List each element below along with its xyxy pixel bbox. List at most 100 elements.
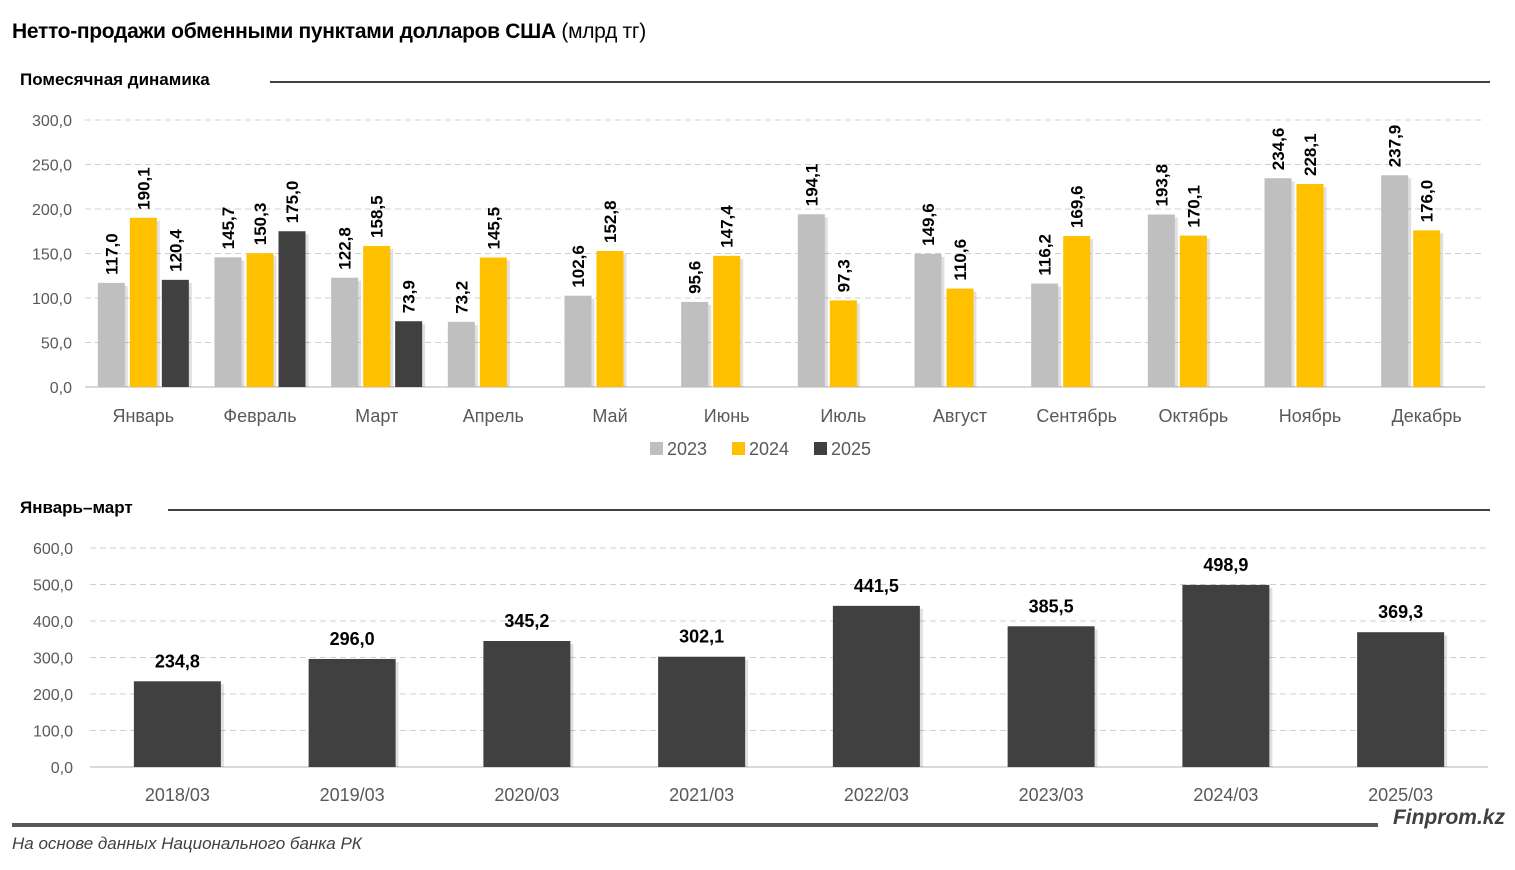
x-tick-label: Январь xyxy=(112,406,174,426)
y-tick-label: 50,0 xyxy=(41,336,72,353)
x-tick-label: Сентябрь xyxy=(1036,406,1117,426)
footer-divider xyxy=(12,823,1378,827)
legend-label-2023: 2023 xyxy=(667,439,707,459)
chart-title-unit: (млрд тг) xyxy=(561,20,646,43)
q1-bar-chart: 0,0 100,0 200,0 300,0 400,0 500,0 600,0 234,8 20… xyxy=(33,541,1488,805)
data-label: 190,1 xyxy=(134,167,153,210)
bar-2023 xyxy=(1031,283,1059,387)
data-label: 145,5 xyxy=(484,207,503,250)
bar-2023 xyxy=(447,321,475,387)
x-tick-label: Август xyxy=(933,406,987,426)
data-label: 296,0 xyxy=(330,629,375,649)
data-label: 150,3 xyxy=(251,203,270,246)
data-label: 117,0 xyxy=(102,233,121,275)
bar-2024 xyxy=(713,255,741,387)
legend-swatch-2024 xyxy=(732,442,745,455)
bar xyxy=(658,656,746,767)
bar-2023 xyxy=(97,282,125,387)
y-tick-label: 300,0 xyxy=(32,113,72,130)
bar-2024 xyxy=(946,288,974,387)
y-tick-label: 200,0 xyxy=(32,202,72,219)
x-tick-label: 2018/03 xyxy=(145,785,210,805)
data-label: 441,5 xyxy=(854,576,899,596)
data-label: 385,5 xyxy=(1029,596,1074,616)
legend-label-2025: 2025 xyxy=(831,439,871,459)
data-label: 302,1 xyxy=(679,627,724,647)
data-label: 149,6 xyxy=(919,203,938,246)
y-tick-label: 0,0 xyxy=(50,380,72,397)
x-tick-label: Июнь xyxy=(704,406,750,426)
x-tick-label: 2023/03 xyxy=(1019,785,1084,805)
bar-2023 xyxy=(214,257,242,387)
bar-2023 xyxy=(1147,214,1175,387)
bar-2024 xyxy=(1413,230,1441,387)
bar-2024 xyxy=(479,257,507,387)
data-label: 145,7 xyxy=(219,207,238,250)
x-tick-label: Февраль xyxy=(223,406,296,426)
data-label: 234,8 xyxy=(155,651,200,671)
monthly-bar-chart: 0,0 50,0 100,0 150,0 200,0 250,0 300,0 117,0 190… xyxy=(32,113,1485,459)
x-tick-label: Октябрь xyxy=(1158,406,1228,426)
chart-title: Нетто-продажи обменными пунктами долларо… xyxy=(12,20,646,44)
data-label: 498,9 xyxy=(1203,555,1248,575)
x-tick-label: Декабрь xyxy=(1392,406,1462,426)
bar-2024 xyxy=(596,251,624,387)
data-label: 97,3 xyxy=(834,259,853,292)
x-tick-label: Май xyxy=(592,406,627,426)
y-tick-label: 500,0 xyxy=(33,578,73,595)
bar-2023 xyxy=(331,277,359,387)
x-tick-label: 2021/03 xyxy=(669,785,734,805)
y-tick-label: 200,0 xyxy=(33,687,73,704)
bar xyxy=(308,658,396,767)
bar-2023 xyxy=(914,253,942,387)
data-label: 228,1 xyxy=(1301,133,1320,176)
source-note: На основе данных Национального банка РК xyxy=(12,834,362,853)
brand-logo: Finprom.kz xyxy=(1392,806,1505,829)
data-label: 116,2 xyxy=(1036,234,1055,276)
bar-2025 xyxy=(395,321,423,387)
data-label: 102,6 xyxy=(569,245,588,288)
bar-2024 xyxy=(129,217,157,387)
data-label: 95,6 xyxy=(686,261,705,294)
y-tick-label: 600,0 xyxy=(33,541,73,558)
bar xyxy=(832,605,920,767)
y-tick-label: 0,0 xyxy=(51,760,73,777)
bar-2024 xyxy=(1063,236,1091,387)
bar xyxy=(483,641,571,767)
data-label: 152,8 xyxy=(601,200,620,243)
data-label: 120,4 xyxy=(166,229,185,272)
x-tick-label: 2022/03 xyxy=(844,785,909,805)
bar-2023 xyxy=(564,295,592,387)
data-label: 169,6 xyxy=(1068,186,1087,229)
x-tick-label: 2019/03 xyxy=(320,785,385,805)
data-label: 345,2 xyxy=(504,611,549,631)
x-tick-label: 2020/03 xyxy=(494,785,559,805)
y-tick-label: 100,0 xyxy=(33,724,73,741)
x-tick-label: Апрель xyxy=(463,406,524,426)
bar xyxy=(1357,632,1445,767)
y-tick-label: 250,0 xyxy=(32,158,72,175)
data-label: 194,1 xyxy=(802,164,821,207)
chart-title-text: Нетто-продажи обменными пунктами долларо… xyxy=(12,20,556,43)
bar-2023 xyxy=(1264,178,1292,387)
bar xyxy=(1007,626,1095,767)
legend-label-2024: 2024 xyxy=(749,439,789,459)
x-tick-label: Июль xyxy=(820,406,866,426)
data-label: 73,2 xyxy=(452,281,471,314)
data-label: 369,3 xyxy=(1378,602,1423,622)
x-tick-label: Март xyxy=(355,406,398,426)
legend-swatch-2023 xyxy=(650,442,663,455)
data-label: 176,0 xyxy=(1418,180,1437,223)
data-label: 234,6 xyxy=(1269,128,1288,171)
bar-2024 xyxy=(1296,183,1324,387)
bar-2025 xyxy=(161,279,189,387)
bar-2024 xyxy=(363,245,391,387)
data-label: 237,9 xyxy=(1386,125,1405,168)
bar-2024 xyxy=(246,253,274,387)
data-label: 122,8 xyxy=(336,227,355,270)
y-tick-label: 300,0 xyxy=(33,651,73,668)
data-label: 158,5 xyxy=(368,195,387,238)
bar-2023 xyxy=(681,301,709,387)
section-divider-monthly xyxy=(270,81,1490,83)
bar xyxy=(133,681,221,767)
